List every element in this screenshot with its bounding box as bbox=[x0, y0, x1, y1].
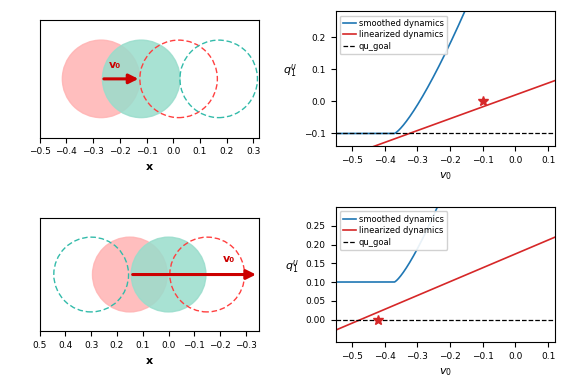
linearized dynamics bbox=[483, 103, 490, 108]
smoothed dynamics bbox=[332, 131, 339, 136]
linearized dynamics bbox=[503, 255, 510, 260]
Legend: smoothed dynamics, linearized dynamics, qu_goal: smoothed dynamics, linearized dynamics, … bbox=[340, 211, 447, 250]
smoothed dynamics bbox=[421, 233, 427, 238]
linearized dynamics bbox=[428, 123, 435, 128]
smoothed dynamics bbox=[483, 79, 490, 84]
linearized dynamics bbox=[428, 287, 435, 291]
Line: linearized dynamics: linearized dynamics bbox=[336, 237, 555, 330]
smoothed dynamics bbox=[332, 280, 339, 284]
smoothed dynamics bbox=[354, 131, 361, 136]
Legend: smoothed dynamics, linearized dynamics, qu_goal: smoothed dynamics, linearized dynamics, … bbox=[340, 16, 447, 54]
Text: v₀: v₀ bbox=[109, 60, 121, 70]
Circle shape bbox=[92, 237, 168, 312]
Text: v₀: v₀ bbox=[222, 253, 235, 264]
Line: smoothed dynamics: smoothed dynamics bbox=[336, 0, 555, 133]
Circle shape bbox=[102, 40, 180, 118]
X-axis label: x: x bbox=[145, 356, 153, 366]
Circle shape bbox=[131, 237, 206, 312]
linearized dynamics bbox=[507, 254, 514, 258]
smoothed dynamics bbox=[421, 91, 427, 96]
linearized dynamics bbox=[421, 290, 427, 295]
Y-axis label: $q_1^u$: $q_1^u$ bbox=[283, 62, 297, 79]
linearized dynamics bbox=[332, 158, 339, 163]
linearized dynamics bbox=[551, 235, 558, 239]
X-axis label: $v_0$: $v_0$ bbox=[439, 366, 452, 378]
linearized dynamics bbox=[332, 328, 339, 332]
smoothed dynamics bbox=[428, 77, 435, 82]
X-axis label: $v_0$: $v_0$ bbox=[439, 171, 452, 182]
Line: smoothed dynamics: smoothed dynamics bbox=[336, 0, 555, 282]
Line: linearized dynamics: linearized dynamics bbox=[336, 81, 555, 160]
linearized dynamics bbox=[354, 150, 361, 154]
linearized dynamics bbox=[507, 95, 514, 99]
linearized dynamics bbox=[483, 264, 490, 269]
linearized dynamics bbox=[354, 318, 361, 323]
X-axis label: x: x bbox=[145, 162, 153, 172]
linearized dynamics bbox=[503, 96, 510, 100]
linearized dynamics bbox=[551, 78, 558, 83]
Y-axis label: $q_1^u$: $q_1^u$ bbox=[285, 258, 299, 274]
linearized dynamics bbox=[421, 126, 427, 130]
Circle shape bbox=[62, 40, 140, 118]
smoothed dynamics bbox=[428, 217, 435, 221]
smoothed dynamics bbox=[354, 280, 361, 284]
smoothed dynamics bbox=[507, 7, 514, 12]
smoothed dynamics bbox=[503, 19, 510, 24]
